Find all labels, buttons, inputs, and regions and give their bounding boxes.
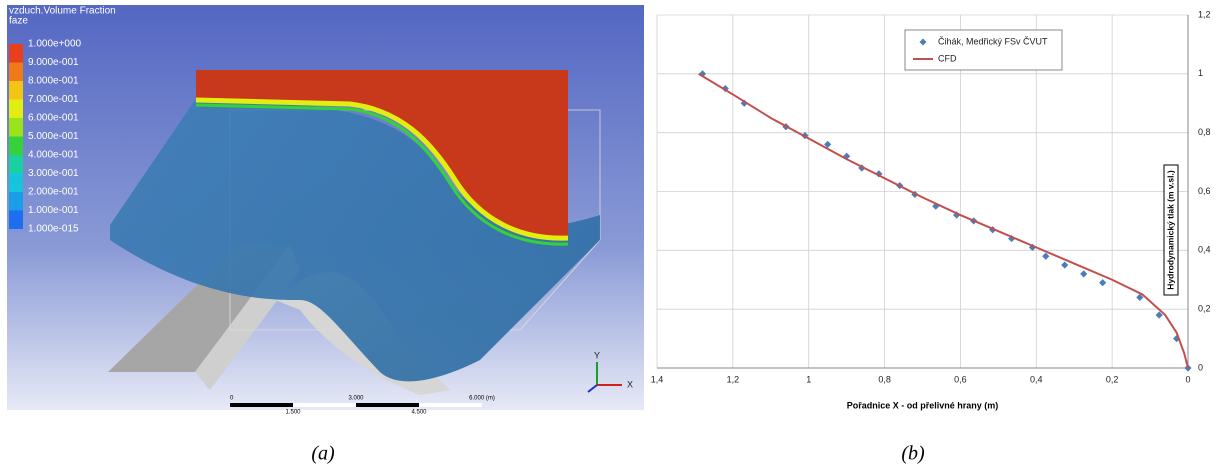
colorbar-label: 1.000e-015 (28, 224, 79, 235)
y-axis-label: Hydrodynamický tlak (m v.sl.) (1165, 170, 1175, 290)
colorbar-swatch (9, 192, 23, 211)
data-point (740, 99, 748, 107)
colorbar-swatch (9, 99, 23, 118)
colorbar-label: 5.000e-001 (28, 131, 79, 142)
y-tick-label: 0 (1198, 362, 1203, 372)
colorbar-label: 4.000e-001 (28, 150, 79, 161)
data-point (1080, 270, 1088, 278)
colorbar-title: vzduch.Volume Fraction (9, 6, 116, 17)
colorbar-swatch (9, 136, 23, 155)
data-point (843, 152, 851, 160)
data-point (1042, 252, 1050, 260)
y-tick-label: 0,6 (1198, 186, 1211, 196)
colorbar-label: 8.000e-001 (28, 76, 79, 87)
colorbar-swatch (9, 118, 23, 137)
colorbar-label: 1.000e-001 (28, 205, 79, 216)
scale-segment (230, 403, 293, 407)
scale-bar: 0 3.000 6.000 (m) 1.500 4.500 (230, 396, 495, 416)
panel-a: vzduch.Volume Fraction faze 1.000e+000 9.… (7, 5, 644, 465)
data-point (1099, 279, 1107, 287)
y-axis-label-box (1163, 164, 1179, 296)
panel-b: (b) 1,4 1,2 1 0,8 0,6 0,4 0,2 00 0,2 0,4 0,6 0,8 1 1,… (651, 9, 1211, 464)
data-point (824, 140, 832, 149)
colorbar: vzduch.Volume Fraction faze 1.000e+000 9.… (9, 6, 116, 235)
scale-label: 4.500 (411, 410, 427, 416)
y-tick-label: 1,2 (1198, 9, 1211, 19)
axis-label: X (627, 379, 633, 389)
legend-label: Čihák, Medřický FSv ČVUT (938, 36, 1048, 46)
colorbar-swatch (9, 81, 23, 100)
x-tick-label: 0,4 (1030, 374, 1043, 384)
x-tick-label: 0,2 (1106, 374, 1119, 384)
y-tick-label: 1 (1198, 68, 1203, 78)
x-tick-label: 0,6 (954, 374, 967, 384)
colorbar-label: 1.000e+000 (28, 39, 82, 50)
colorbar-swatch (9, 155, 23, 174)
legend-label: CFD (938, 53, 957, 63)
x-tick-label: 0,8 (878, 374, 891, 384)
scale-label: 3.000 (348, 396, 364, 402)
colorbar-swatch (9, 44, 23, 63)
caption: (b) (901, 443, 925, 465)
axis-triad: Y X (587, 350, 633, 393)
scale-label: 6.000 (m) (469, 396, 495, 402)
data-point (1155, 311, 1163, 319)
y-tick-label: 0,2 (1198, 304, 1211, 314)
y-tick-label: 0,4 (1198, 245, 1211, 255)
scale-segment (356, 403, 419, 407)
colorbar-label: 7.000e-001 (28, 94, 79, 105)
section-plane (196, 70, 568, 239)
axis-label: Y (594, 350, 600, 360)
caption: (a) (311, 443, 335, 465)
scale-segment (419, 403, 482, 407)
x-tick-label: 0 (1185, 374, 1190, 384)
colorbar-label: 2.000e-001 (28, 187, 79, 198)
interface-line (195, 97, 569, 241)
interface-line (195, 103, 569, 246)
colorbar-swatch (9, 210, 23, 229)
x-tick-label: 1,4 (651, 374, 664, 384)
colorbar-label: 6.000e-001 (28, 113, 79, 124)
data-point (1061, 261, 1069, 269)
y-tick-label: 0,8 (1198, 127, 1211, 137)
scale-segment (293, 403, 356, 407)
legend-box (904, 29, 1063, 71)
x-axis-label: Pořadnice X - od přelivné hrany (m) (847, 400, 999, 410)
colorbar-label: 9.000e-001 (28, 57, 79, 68)
water-surface (110, 100, 600, 382)
triad-z (587, 384, 598, 393)
x-tick-label: 1,2 (727, 374, 740, 384)
data-point (1136, 293, 1144, 301)
colorbar-swatch (9, 62, 23, 81)
data-line (698, 72, 1189, 369)
colorbar-subtitle: faze (9, 16, 28, 27)
scale-label: 0 (230, 396, 234, 402)
legend-swatch (919, 38, 927, 46)
x-tick-label: 1 (806, 374, 811, 384)
colorbar-swatch (9, 173, 23, 192)
colorbar-label: 3.000e-001 (28, 168, 79, 179)
scale-label: 1.500 (285, 410, 301, 416)
